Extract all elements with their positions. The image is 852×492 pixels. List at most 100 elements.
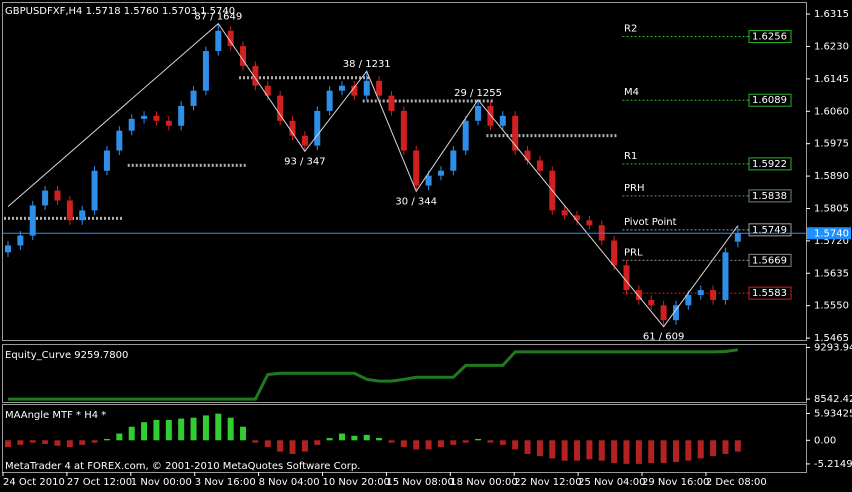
histogram-bar [190,417,197,441]
candle-body [54,190,61,201]
x-tick-label: 3 Nov 16:00 [195,477,256,488]
histogram-bar [289,440,296,454]
histogram-bar [338,433,345,441]
histogram-bar [574,440,581,461]
candle-body [623,265,630,291]
candle-body [5,245,11,253]
y-tick-label: 1.5890 [814,171,849,182]
histogram-bar [363,434,370,441]
histogram-bar [710,440,717,457]
level-value: 1.5749 [752,225,787,236]
candle-body [710,290,717,300]
x-tick-label: 29 Nov 16:00 [642,477,709,488]
candle-body [376,80,383,96]
histogram-bar [561,440,568,461]
zigzag-label: 38 / 1231 [343,59,391,70]
histogram-bar [400,440,407,448]
histogram-bar [512,440,519,450]
level-name: R2 [624,24,637,35]
level-box [748,93,792,107]
histogram-bar [611,440,618,463]
indicator-title: MAAngle MTF * H4 * [5,410,106,421]
candle-body [301,135,308,146]
histogram-bar [697,440,704,459]
candle-body [128,118,135,131]
histogram-bar [314,440,321,445]
y-tick-label: 1.5805 [814,203,849,214]
histogram-bar [487,440,494,443]
candle-body [697,290,704,296]
histogram-bar [635,440,642,464]
histogram-bar [734,440,741,452]
zigzag-line [7,22,739,328]
y-tick-label: 8542.42 [814,394,852,405]
candle-body [524,150,531,161]
histogram-bar [165,419,172,441]
candle-body [264,85,271,96]
histogram-bar [413,440,420,450]
histogram-bar [128,426,135,441]
footer: MetaTrader 4 at FOREX.com, © 2001-2010 M… [5,461,360,472]
chart-title: GBPUSDFXF,H4 1.5718 1.5760 1.5703 1.5740 [5,6,235,17]
candle-body [116,130,123,151]
histogram-bar [586,440,593,460]
histogram-bar [425,440,432,450]
equity-title: Equity_Curve 9259.7800 [5,350,128,361]
zigzag-label: 29 / 1255 [454,88,502,99]
level-name: M4 [624,87,639,98]
equity-pane [2,344,807,403]
candle-body [91,170,98,211]
x-tick-label: 25 Nov 04:00 [578,477,645,488]
histogram-bar [351,435,358,441]
level-name: Pivot Point [624,217,677,228]
histogram-bar [450,440,457,445]
level-value: 1.5669 [752,255,787,266]
candle-body [190,90,197,106]
candle-body [202,51,209,91]
candle-body [574,215,581,221]
candle-body [66,200,73,221]
level-value: 1.5922 [752,159,787,170]
histogram-bar [388,440,395,443]
candle-body [79,210,86,221]
histogram-bar [549,440,556,459]
histogram-bar [685,440,692,461]
candle-body [42,190,49,206]
level-box [748,286,792,300]
candle-body [561,210,568,216]
candle-body [17,235,24,246]
histogram-bar [252,440,259,443]
candle-body [722,252,729,300]
candle-body [512,115,519,151]
histogram-bar [264,440,271,448]
candle-body [141,115,148,119]
y-tick-label: 1.5635 [814,268,849,279]
zigzag-label: 87 / 1649 [194,12,242,23]
level-name: PRL [624,247,643,258]
current-price-box [807,227,851,240]
candle-body [462,120,469,151]
histogram-bar [524,440,531,454]
candle-body [425,175,432,186]
price-pane [2,2,807,341]
candle-body [103,150,110,171]
x-tick-label: 15 Nov 08:00 [386,477,453,488]
candle-body [413,150,420,186]
y-tick-label: 1.6315 [814,9,849,20]
y-tick-label: 1.5465 [814,333,849,344]
level-box [748,157,792,171]
candle-body [363,80,370,96]
histogram-bar [660,440,667,463]
candle-body [437,170,444,176]
histogram-bar [29,440,36,443]
x-tick-label: 22 Nov 12:00 [514,477,581,488]
y-tick-label: 1.5975 [814,139,849,150]
candle-body [734,233,741,242]
histogram-bar [437,440,444,448]
candle-body [215,30,222,52]
current-price-label: 1.5740 [814,228,849,239]
candle-body [153,115,160,121]
histogram-bar [301,440,308,452]
candle-body [611,240,618,266]
candle-body [648,299,655,306]
